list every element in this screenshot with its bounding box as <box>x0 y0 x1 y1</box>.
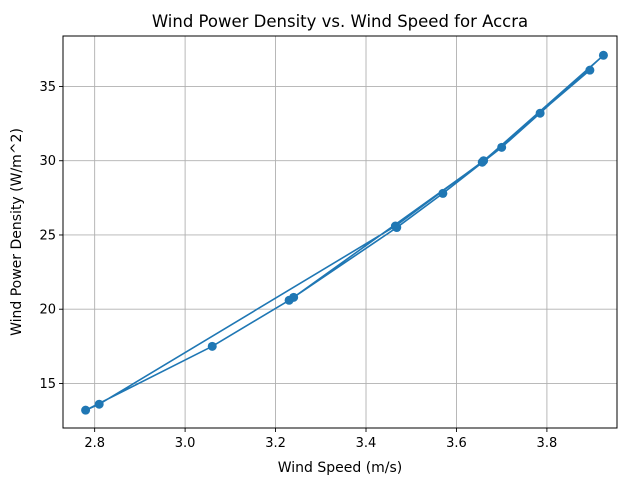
data-point <box>438 188 448 198</box>
x-axis-label: Wind Speed (m/s) <box>278 460 403 476</box>
y-tick-label: 30 <box>39 154 56 169</box>
data-point <box>81 405 91 415</box>
data-point <box>479 156 489 166</box>
series-line <box>84 54 605 411</box>
data-point <box>585 65 595 75</box>
y-axis-label: Wind Power Density (W/m^2) <box>9 128 25 336</box>
series-layer <box>81 50 608 415</box>
data-point <box>497 142 507 152</box>
x-tick-label: 3.8 <box>537 436 558 451</box>
y-tick-label: 20 <box>39 303 56 318</box>
chart-title: Wind Power Density vs. Wind Speed for Ac… <box>152 12 528 31</box>
data-point <box>94 399 104 409</box>
data-point <box>284 295 294 305</box>
data-point <box>390 221 400 231</box>
data-point <box>598 50 608 60</box>
x-tick-label: 3.4 <box>356 436 377 451</box>
y-tick-label: 25 <box>39 228 56 243</box>
grid <box>63 36 617 428</box>
data-point <box>535 108 545 118</box>
x-tick-label: 2.8 <box>84 436 105 451</box>
x-tick-label: 3.6 <box>446 436 467 451</box>
x-tick-label: 3.0 <box>175 436 196 451</box>
plot-frame <box>62 35 618 429</box>
y-tick-label: 15 <box>39 377 56 392</box>
x-tick-label: 3.2 <box>265 436 286 451</box>
data-point <box>207 341 217 351</box>
y-tick-label: 35 <box>39 80 56 95</box>
ticks: 2.8 3.0 3.2 3.4 3.6 3.8 15 20 25 30 35 <box>39 80 557 451</box>
